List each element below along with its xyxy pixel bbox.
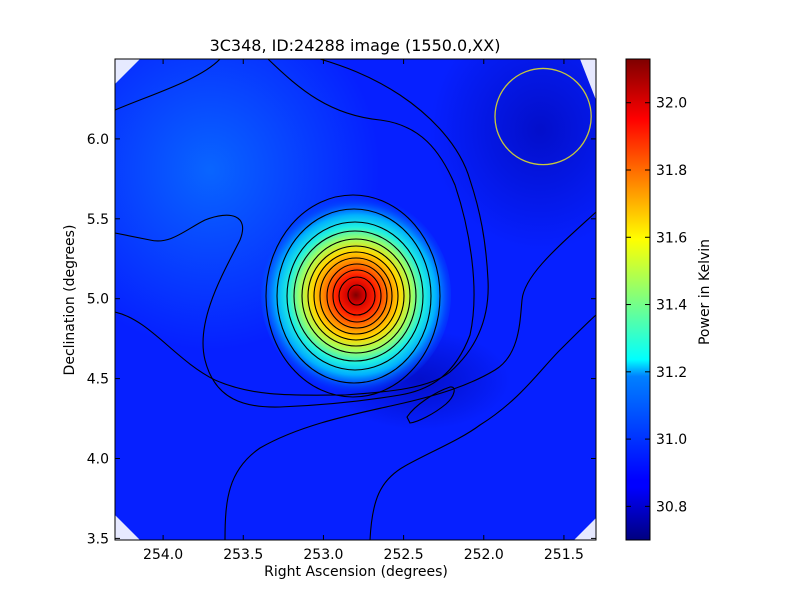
colorbar-tick-label: 31.0 [656, 432, 687, 448]
x-axis-label: Right Ascension (degrees) [264, 564, 448, 580]
contour-line [115, 59, 489, 396]
colorbar-tick-label: 32.0 [656, 96, 687, 112]
colorbar-ticks: 30.8 31.0 31.2 31.4 31.6 31.8 32.0 [626, 96, 687, 515]
colorbar-tick-label: 31.2 [656, 365, 687, 381]
corner-mask-bottom-right [574, 518, 596, 540]
contour-line [301, 238, 411, 354]
y-tick-label: 3.5 [87, 531, 109, 547]
chart-title: 3C348, ID:24288 image (1550.0,XX) [210, 36, 501, 55]
contour-line [326, 263, 388, 329]
colorbar-tick-label: 31.6 [656, 230, 687, 246]
x-tick-label: 252.0 [464, 547, 504, 563]
corner-mask-top-right [580, 59, 596, 100]
contour-line [293, 230, 417, 362]
y-tick-label: 5.0 [87, 292, 109, 308]
colorbar-tick-label: 31.4 [656, 298, 687, 314]
y-tick-label: 5.5 [87, 212, 109, 228]
heatmap-peak [261, 195, 451, 395]
colorbar-label: Power in Kelvin [697, 239, 713, 345]
y-tick-label: 4.0 [87, 452, 109, 468]
contour-lines [115, 59, 596, 540]
colorbar [625, 58, 651, 541]
corner-mask-bottom-left [115, 515, 140, 540]
contour-line [338, 276, 376, 316]
colorbar-tick-label: 31.8 [656, 163, 687, 179]
contour-line [406, 386, 455, 424]
x-tick-label: 252.5 [384, 547, 424, 563]
x-tick-label: 251.5 [544, 547, 584, 563]
y-axis-label: Declination (degrees) [62, 225, 78, 376]
contour-line [307, 245, 405, 347]
heatmap-area [115, 59, 596, 540]
contour-line [369, 314, 596, 540]
contour-line [115, 59, 221, 111]
y-tick-label: 4.5 [87, 372, 109, 388]
contour-line [115, 59, 475, 408]
y-axis-ticks: 3.5 4.0 4.5 5.0 5.5 6.0 [87, 132, 596, 547]
x-tick-label: 253.0 [303, 547, 343, 563]
contour-line [265, 194, 441, 398]
beam-circle [494, 67, 592, 166]
x-axis-ticks: 254.0 253.5 253.0 252.5 252.0 251.5 [143, 59, 584, 563]
contour-line [286, 221, 424, 371]
contour-line [313, 251, 399, 341]
colorbar-tick-label: 30.8 [656, 499, 687, 515]
contour-line [347, 284, 367, 306]
contour-line [224, 211, 596, 540]
contour-line [319, 257, 393, 335]
plot-frame [114, 58, 597, 541]
contour-line [332, 269, 382, 323]
y-tick-label: 6.0 [87, 132, 109, 148]
x-tick-label: 253.5 [223, 547, 263, 563]
contour-line [276, 208, 432, 384]
corner-mask-top-left [115, 59, 140, 84]
x-tick-label: 254.0 [143, 547, 183, 563]
